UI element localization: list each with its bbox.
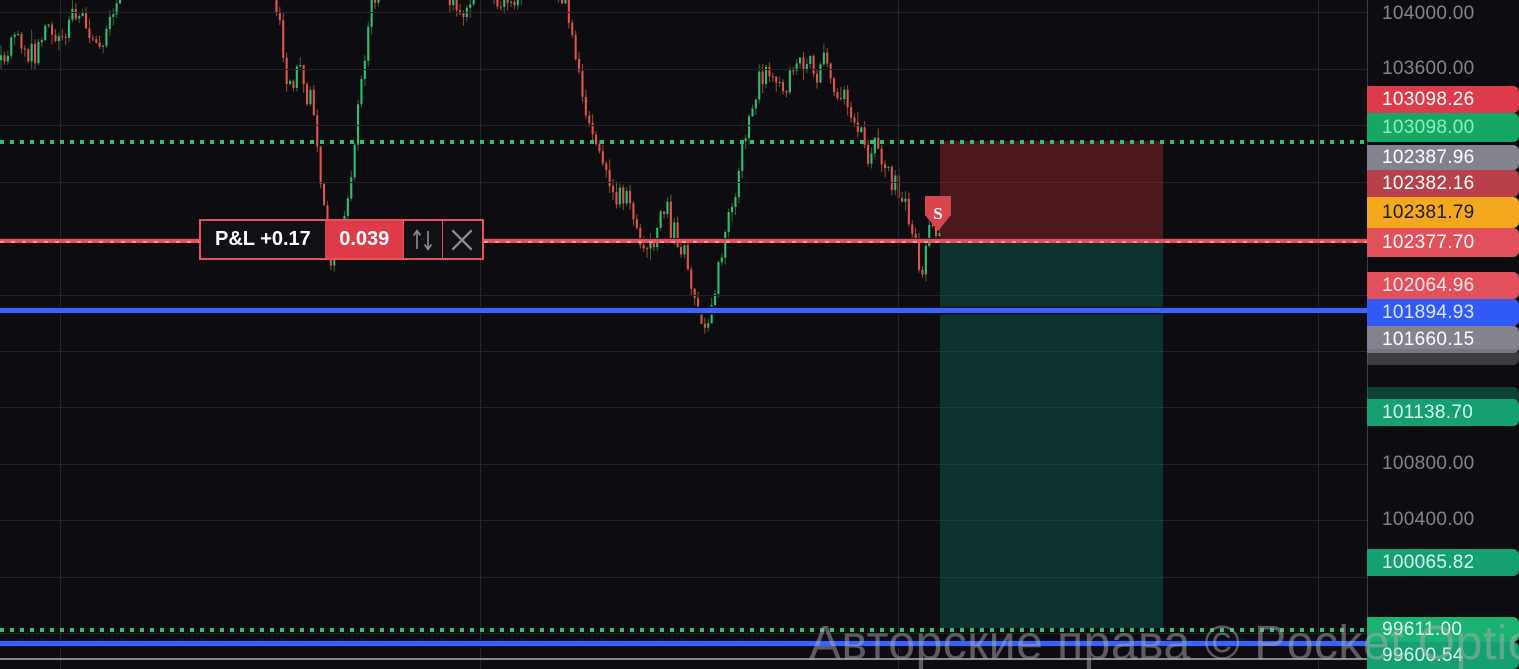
svg-text:S: S bbox=[933, 204, 942, 223]
